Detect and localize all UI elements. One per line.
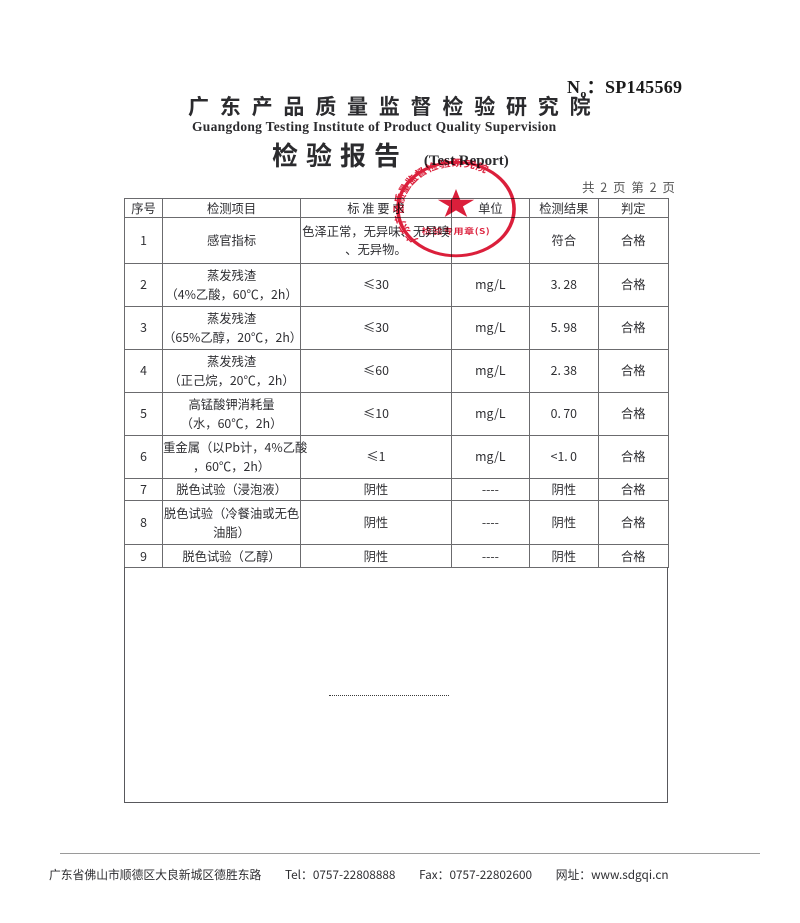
svg-text:检验专用章(S): 检验专用章(S) xyxy=(422,224,490,236)
